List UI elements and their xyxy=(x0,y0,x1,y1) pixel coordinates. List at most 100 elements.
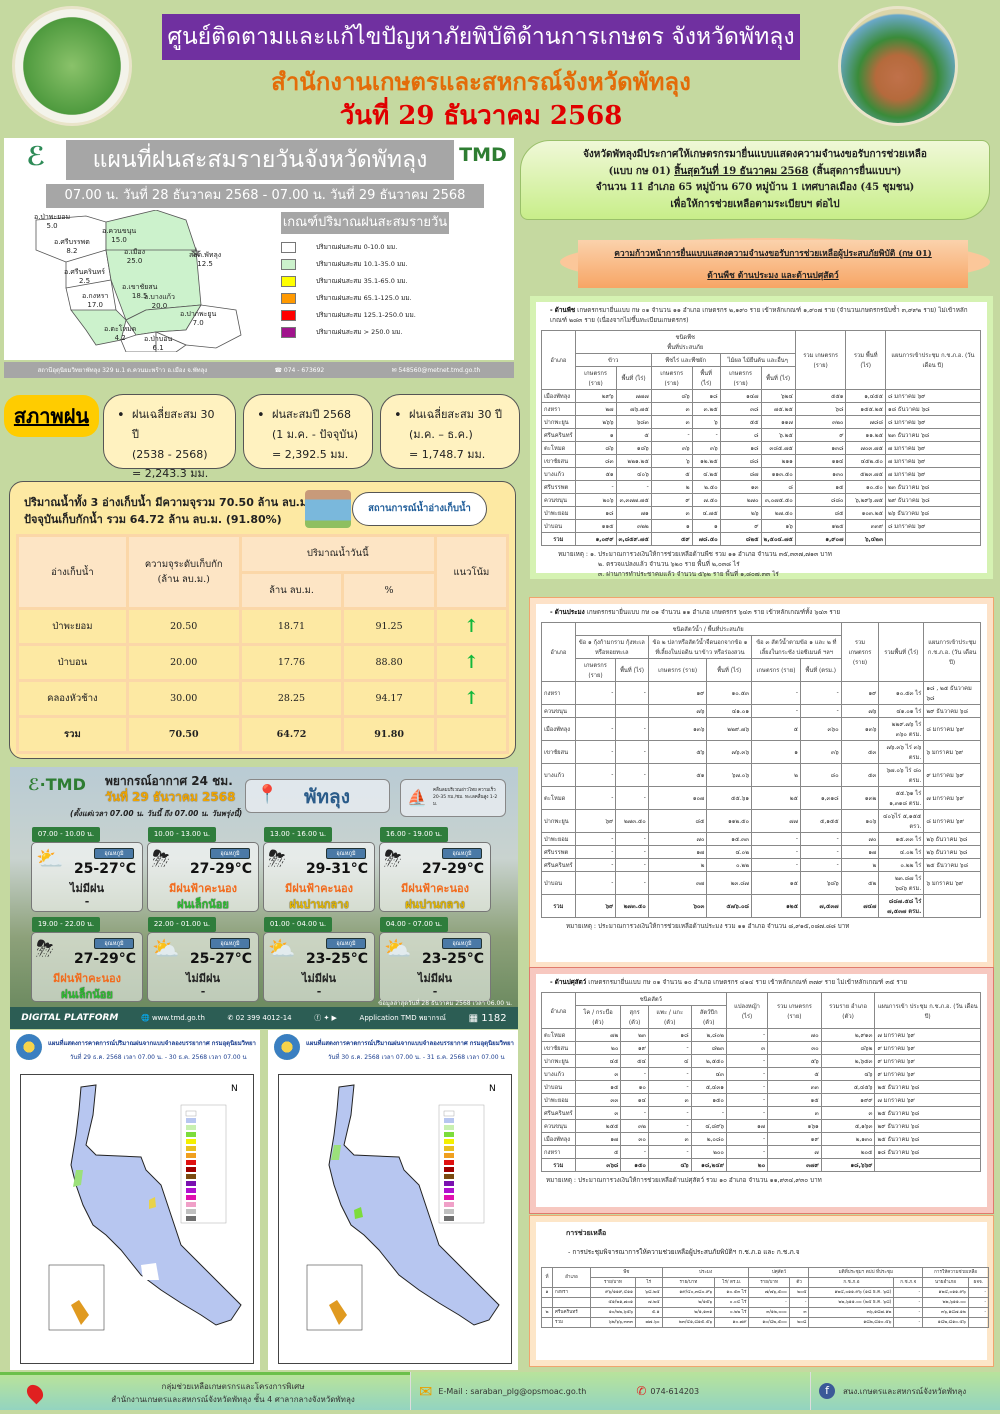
slot-time: 22.00 - 01.00 น. xyxy=(148,917,216,932)
reservoir-status-button[interactable]: สถานการณ์น้ำอ่างเก็บน้ำ xyxy=(352,492,487,526)
district-pa-bon: อ.ป่าบอน 6.1 xyxy=(144,335,173,353)
forecast-slot: ⛅ อุณหภูมิ 23-25°C ไม่มีฝน - xyxy=(379,932,491,1002)
table-row: ป่าพะยอม 20.50 18.71 91.25 ↑ xyxy=(19,610,506,643)
tmd-logo: TMD xyxy=(459,144,507,166)
livestock-table-body: ตะโหมด ๗๒ ๒๓ ๑๘ ๒,๘๐๒-๗๐ ๒,๙๑๓๗ มกราคม ๖๙ เขาช… xyxy=(541,1028,981,1173)
progress-banner: ความก้าวหน้าการยื่นแบบแสดงความจำนงขอรับก… xyxy=(578,240,968,288)
partly-cloudy-icon: ⛅ xyxy=(384,937,412,962)
fishery-note: หมายเหตุ : ประมาณการวงเงินให้การช่วยเหลื… xyxy=(566,923,850,931)
rain-legend-title: เกณฑ์ปริมาณฝนสะสมรายวัน xyxy=(281,212,449,234)
station-email: ✉ 548560@metnet.tmd.go.th xyxy=(391,366,481,374)
announcement-box: จังหวัดพัทลุงมีประกาศให้เกษตรกรมายื่นแบบ… xyxy=(520,140,990,220)
phone-icon: ✆ xyxy=(636,1384,647,1398)
report-date: วันที่ 29 ธันวาคม 2568 xyxy=(339,101,623,131)
table-row: ตะโหมด ๗๒ ๒๓ ๑๘ ๒,๘๐๒-๗๐ ๒,๙๑๓๗ มกราคม ๖๙ xyxy=(541,1028,981,1043)
table-row: คลองหัวช้าง 30.00 28.25 94.17 ↑ xyxy=(19,682,506,715)
fishery-section: - ด้านประมง เกษตรกรมายื่นแบบ กษ ๐๑ จำนวน… xyxy=(529,597,994,969)
footer-phone[interactable]: 074-614203 xyxy=(650,1386,700,1396)
slot-time: 16.00 - 19.00 น. xyxy=(380,827,448,842)
crops-intro: - ด้านพืช เกษตรกรมายื่นแบบ กษ ๐๑ จำนวน ๑… xyxy=(550,307,968,325)
legend-item: ปริมาณฝนสะสม 65.1-125.0 มม. xyxy=(281,291,412,305)
footer-facebook[interactable]: f สนง.เกษตรและสหกรณ์จังหวัดพัทลุง xyxy=(810,1372,1000,1410)
crops-table-body: เมืองพัทลุง ๒๙๖ ๗๗๗ ๘๖ ๑๘ ๑๔๗ ๖๒๔ ๕๕๑ ๑,๔๕๕๘ มกร… xyxy=(541,389,982,547)
assistance-section: การช่วยเหลือ - การประชุมพิจารณาการให้ควา… xyxy=(529,1215,994,1367)
col-today: ปริมาณน้ำวันนี้ xyxy=(241,537,434,571)
district-si-banphot: อ.ศรีบรรพต 8.2 xyxy=(54,238,90,256)
district-kong-ra: อ.กงหรา 17.0 xyxy=(82,292,109,310)
crops-notes: หมายเหตุ : ๑. ประมาณการวงเงินให้การช่วยเ… xyxy=(558,551,832,579)
phone-icon: ☎ xyxy=(274,366,284,374)
weather-date: วันที่ 29 ธันวาคม 2568 xyxy=(105,790,236,804)
district-pak-phayun: อ.ปากพะยูน 7.0 xyxy=(180,310,217,328)
table-row: ๒ศรีนครินทร์ ๑๐/๒๒,๖๕๖ ๕.๑ ๒/๑,๑๓๑ ๐.๒๒ ไร่๓… xyxy=(541,1307,990,1318)
north-arrow-icon: N xyxy=(489,1084,496,1094)
forecast-slot: ⛈ อุณหภูมิ 27-29°C มีฝนฟ้าคะนอง ฝนเล็กน้อย xyxy=(31,932,143,1002)
legend-item: ปริมาณฝนสะสม 0-10.0 มม. xyxy=(281,240,397,254)
social-icons: ⓕ ✦ ▶ xyxy=(314,1014,337,1022)
forecast-slot: ⛅ อุณหภูมิ 25-27°C ไม่มีฝน - xyxy=(31,842,143,912)
table-row: ตะโหมด - -๑๐๗ ๕๕.๖๑ ๒๕ ๑,๓๑๘ ๑๓๒ ๕๕.๖๑ ไร่ ๑,๓๑… xyxy=(541,786,981,811)
table-row: รวม ๖๒/๖๖,๓๓๓ ๗๗.๖๐ ๒๓/๔๑,๘๑๕.๕๖ ๑๐.๗๙ ๑๐/๘๒,… xyxy=(541,1317,990,1328)
trend-up-icon: ↑ xyxy=(463,652,479,673)
legend-swatch xyxy=(281,275,296,287)
legend-item: ปริมาณฝนสะสม 125.1-250.0 มม. xyxy=(281,308,416,322)
legend-swatch xyxy=(281,258,296,270)
district-mueang: อ.เมือง 25.0 xyxy=(124,248,146,266)
marine-note: ⛵ คลื่นลมบริเวณอ่าวไทย ความเร็ว 20-35 กม… xyxy=(400,779,506,817)
trend-up-icon: ↑ xyxy=(463,616,479,637)
livestock-note: หมายเหตุ : ประมาณการวงเงินให้การช่วยเหลื… xyxy=(546,1177,822,1185)
legend-swatch xyxy=(281,241,296,253)
livestock-intro: - ด้านปศุสัตว์ เกษตรกรมายื่นแบบ กษ ๐๑ จำ… xyxy=(550,979,908,986)
legend-item: ปริมาณฝนสะสม > 250.0 มม. xyxy=(281,325,402,339)
table-row: ป่าพะยอม - -๗๐ ๑๕.๓๓- -๗๐ ๑๕.๓๓ ไร่ ๒๖ ธันวาคม… xyxy=(541,832,981,847)
sailboat-icon: ⛵ xyxy=(407,788,427,807)
ministry-logo xyxy=(12,6,132,126)
slot-time: 07.00 - 10.00 น. xyxy=(32,827,100,842)
table-row: ๑กงหรา ๙๖/๑๑๙,๔๑๑ ๖๘.๒๕ ๑๙/๔๐,๓๘๐.๙๖ ๑๐.๕๓ ไ… xyxy=(541,1287,990,1298)
table-row: กงหรา ๒๗ ๗๖.๗๕๓๓.๒๕ ๓๘ ๗๕.๒๕ ๖๘ ๑๕๕.๒๕ ๑๘ ธันวา… xyxy=(541,402,982,417)
reservoir-summary: ปริมาณน้ำทั้ง 3 อ่างเก็บน้ำ มีความจุรวม … xyxy=(24,496,312,527)
table-row: ป่าบอน 20.00 17.76 88.80 ↑ xyxy=(19,646,506,679)
col-capacity: ความจุระดับเก็บกัก (ล้าน ลบ.ม.) xyxy=(128,537,239,607)
table-row: บางแก้ว ๕๑ ๔๐๖๕๔.๒๕ ๘๗ ๑๑๓.๕๐ ๑๓๐ ๕๒๓.๗๕๗ มกรา… xyxy=(541,467,982,482)
rain-status-label: สภาพฝน xyxy=(4,395,99,437)
globe-icon: 🌐 www.tmd.go.th xyxy=(141,1014,205,1022)
footer-org: กลุ่มช่วยเหลือเกษตรกรและโครงการพิเศษ สำน… xyxy=(0,1372,410,1410)
rain-forecast-map-2: แผนที่แสดงการคาดการณ์ปริมาณฝนจากแบบจำลอง… xyxy=(268,1030,518,1370)
north-arrow-icon: N xyxy=(231,1084,238,1094)
tmd-seal-icon xyxy=(274,1034,300,1060)
partly-cloudy-icon: ⛅ xyxy=(36,847,64,872)
table-row: ควนขนุน ๒๐๖ ๓,๓๗๗.๗๕๙๗.๕๐ ๒๗๐ ๓,๐๗๕.๕๐ ๘๘๐ ๖,๒… xyxy=(541,493,982,508)
facebook-icon: f xyxy=(819,1383,835,1399)
svg-text:☆: ☆ xyxy=(191,246,201,259)
phatthalung-district-map: ☆ xyxy=(35,210,242,352)
tmd-logo: ℰ·TMD xyxy=(28,775,86,794)
table-row-total: รวม ๑,๐๙๙ ๓,๘๕๙.๗๕ ๕๙ ๗๘.๕๐ ๘๒๕ ๒,๕๐๔.๗๕ ๑,๙๐๗๖… xyxy=(541,532,982,547)
table-row: ป่าพะยอม ๓๓ ๑๔๓๑๕๐-๑๕ ๑๙๙๗ มกราคม ๖๙ xyxy=(541,1093,981,1108)
phone-icon: ✆ 02 399 4012-14 xyxy=(227,1014,292,1022)
table-row-total: รวม ๓๖๘ ๑๕๐ ๔๖ ๑๘,๒๔๙ ๒๐ ๓๗๙ ๑๘,๖๖๙ xyxy=(541,1158,981,1173)
crops-section: - ด้านพืช เกษตรกรมายื่นแบบ กษ ๐๑ จำนวน ๑… xyxy=(530,296,993,579)
location-pin-icon xyxy=(23,1381,47,1404)
dam-icon xyxy=(305,490,351,528)
legend-swatch xyxy=(281,309,296,321)
partly-cloudy-icon: ⛅ xyxy=(152,937,180,962)
col-trend: แนวโน้ม xyxy=(436,537,506,607)
page-footer: กลุ่มช่วยเหลือเกษตรกรและโครงการพิเศษ สำน… xyxy=(0,1372,1000,1414)
thunderstorm-icon: ⛈ xyxy=(36,937,54,962)
rain-map-title: แผนที่ฝนสะสมรายวันจังหวัดพัทลุง xyxy=(66,140,454,180)
forecast-slot: ⛅ อุณหภูมิ 23-25°C ไม่มีฝน - xyxy=(263,932,375,1002)
thunderstorm-icon: ⛈ xyxy=(268,847,286,872)
table-row: เขาชัยสน - -๕๖ ๗๖.๓๖๑๓๖ ๕๓ ๗๖.๓๖ ไร่ ๓๖ ตรม. ๖… xyxy=(541,740,981,765)
page-title: ศูนย์ติดตามและแก้ไขปัญหาภัยพิบัติด้านการ… xyxy=(162,14,800,60)
table-row: ปากพะยูน ๒๖๖ ๖๘๓๓๖๕๕ ๑๑๗ ๓๒๐ ๗๘๘๘ มกราคม ๖๙ xyxy=(541,415,982,430)
table-row: เมืองพัทลุง ๒๙๖ ๗๗๗ ๘๖ ๑๘ ๑๔๗ ๖๒๔ ๕๕๑ ๑,๔๕๕๘ มกร… xyxy=(541,389,982,404)
legend-item: ปริมาณฝนสะสม 10.1-35.0 มม. xyxy=(281,257,408,271)
footer-email[interactable]: E-Mail : saraban_plg@opsmoac.go.th xyxy=(438,1386,587,1396)
livestock-table: อำเภอ ชนิดสัตว์ แปลงหญ้า (ไร่) รวม เกษตร… xyxy=(541,992,981,1173)
footer-contact: ✉ E-Mail : saraban_plg@opsmoac.go.th ✆ 0… xyxy=(410,1372,810,1410)
qr-code-icon: ▦ 1182 xyxy=(468,1012,507,1024)
south-thailand-map: N xyxy=(48,1084,242,1331)
table-row: ปากพะยูน ๔๕ ๕๔๔๒,๕๕๐-๕๖ ๒,๖๕๓๙ มกราคม ๖๙ xyxy=(541,1054,981,1069)
assistance-title: การช่วยเหลือ xyxy=(566,1229,607,1237)
